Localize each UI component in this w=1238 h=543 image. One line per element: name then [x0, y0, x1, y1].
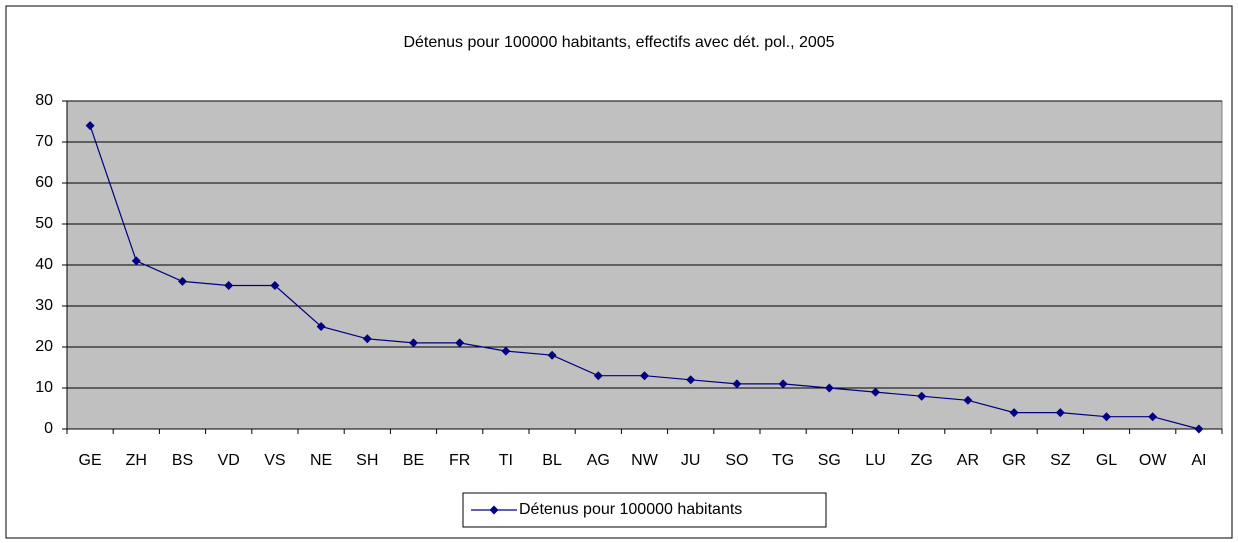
data-point — [409, 338, 418, 348]
x-tick-label: JU — [681, 452, 701, 469]
x-tick-label: ZH — [126, 452, 147, 469]
data-point — [501, 346, 511, 356]
data-point — [686, 375, 696, 385]
data-point — [362, 334, 372, 344]
data-point — [1148, 412, 1158, 422]
data-point — [640, 371, 649, 381]
x-tick-label: GR — [1002, 452, 1026, 469]
x-tick-label: SG — [818, 452, 841, 469]
x-tick-label: VS — [264, 452, 285, 469]
data-point — [732, 379, 742, 389]
y-tick-label: 50 — [35, 215, 53, 232]
x-tick-label: FR — [449, 452, 470, 469]
y-tick-label: 40 — [35, 256, 53, 273]
data-point — [593, 371, 603, 381]
x-tick-label: VD — [218, 452, 240, 469]
data-point — [270, 281, 280, 290]
y-tick-label: 10 — [35, 379, 53, 396]
x-tick-label: NE — [310, 452, 332, 469]
x-tick-label: NW — [631, 452, 659, 469]
x-tick-label: GE — [79, 452, 102, 469]
data-point — [963, 395, 973, 405]
data-point — [1194, 424, 1204, 434]
data-point — [131, 256, 141, 266]
y-tick-label: 30 — [35, 297, 53, 314]
x-tick-label: AG — [587, 452, 610, 469]
y-tick-label: 60 — [35, 174, 53, 191]
legend-label: Détenus pour 100000 habitants — [519, 501, 742, 518]
data-point — [1055, 408, 1065, 418]
x-tick-label: AI — [1191, 452, 1206, 469]
x-tick-label: BL — [542, 452, 562, 469]
x-tick-label: SZ — [1050, 452, 1071, 469]
y-tick-label: 0 — [44, 420, 53, 437]
legend-box — [462, 492, 827, 528]
data-point — [1102, 412, 1111, 422]
data-point — [1009, 408, 1019, 418]
x-tick-label: GL — [1096, 452, 1117, 469]
legend-marker — [489, 505, 499, 515]
y-tick-label: 20 — [35, 338, 53, 355]
data-point — [85, 121, 95, 131]
data-point — [316, 322, 326, 331]
data-point — [824, 383, 834, 393]
data-point — [455, 338, 465, 348]
y-tick-label: 80 — [35, 92, 53, 109]
x-tick-label: LU — [865, 452, 885, 469]
x-tick-label: SO — [725, 452, 748, 469]
x-tick-label: AR — [957, 452, 979, 469]
x-tick-label: BS — [172, 452, 193, 469]
x-tick-label: BE — [403, 452, 424, 469]
data-point — [917, 391, 927, 401]
data-point — [224, 281, 234, 290]
x-tick-label: TG — [772, 452, 794, 469]
x-tick-label: ZG — [911, 452, 933, 469]
y-tick-label: 70 — [35, 133, 53, 150]
data-point — [778, 379, 788, 389]
data-point — [547, 350, 557, 360]
x-tick-label: OW — [1139, 452, 1167, 469]
x-tick-label: TI — [499, 452, 513, 469]
data-point — [178, 276, 187, 286]
chart-title: Détenus pour 100000 habitants, effectifs… — [403, 34, 834, 51]
data-point — [871, 387, 880, 397]
x-tick-label: SH — [356, 452, 378, 469]
